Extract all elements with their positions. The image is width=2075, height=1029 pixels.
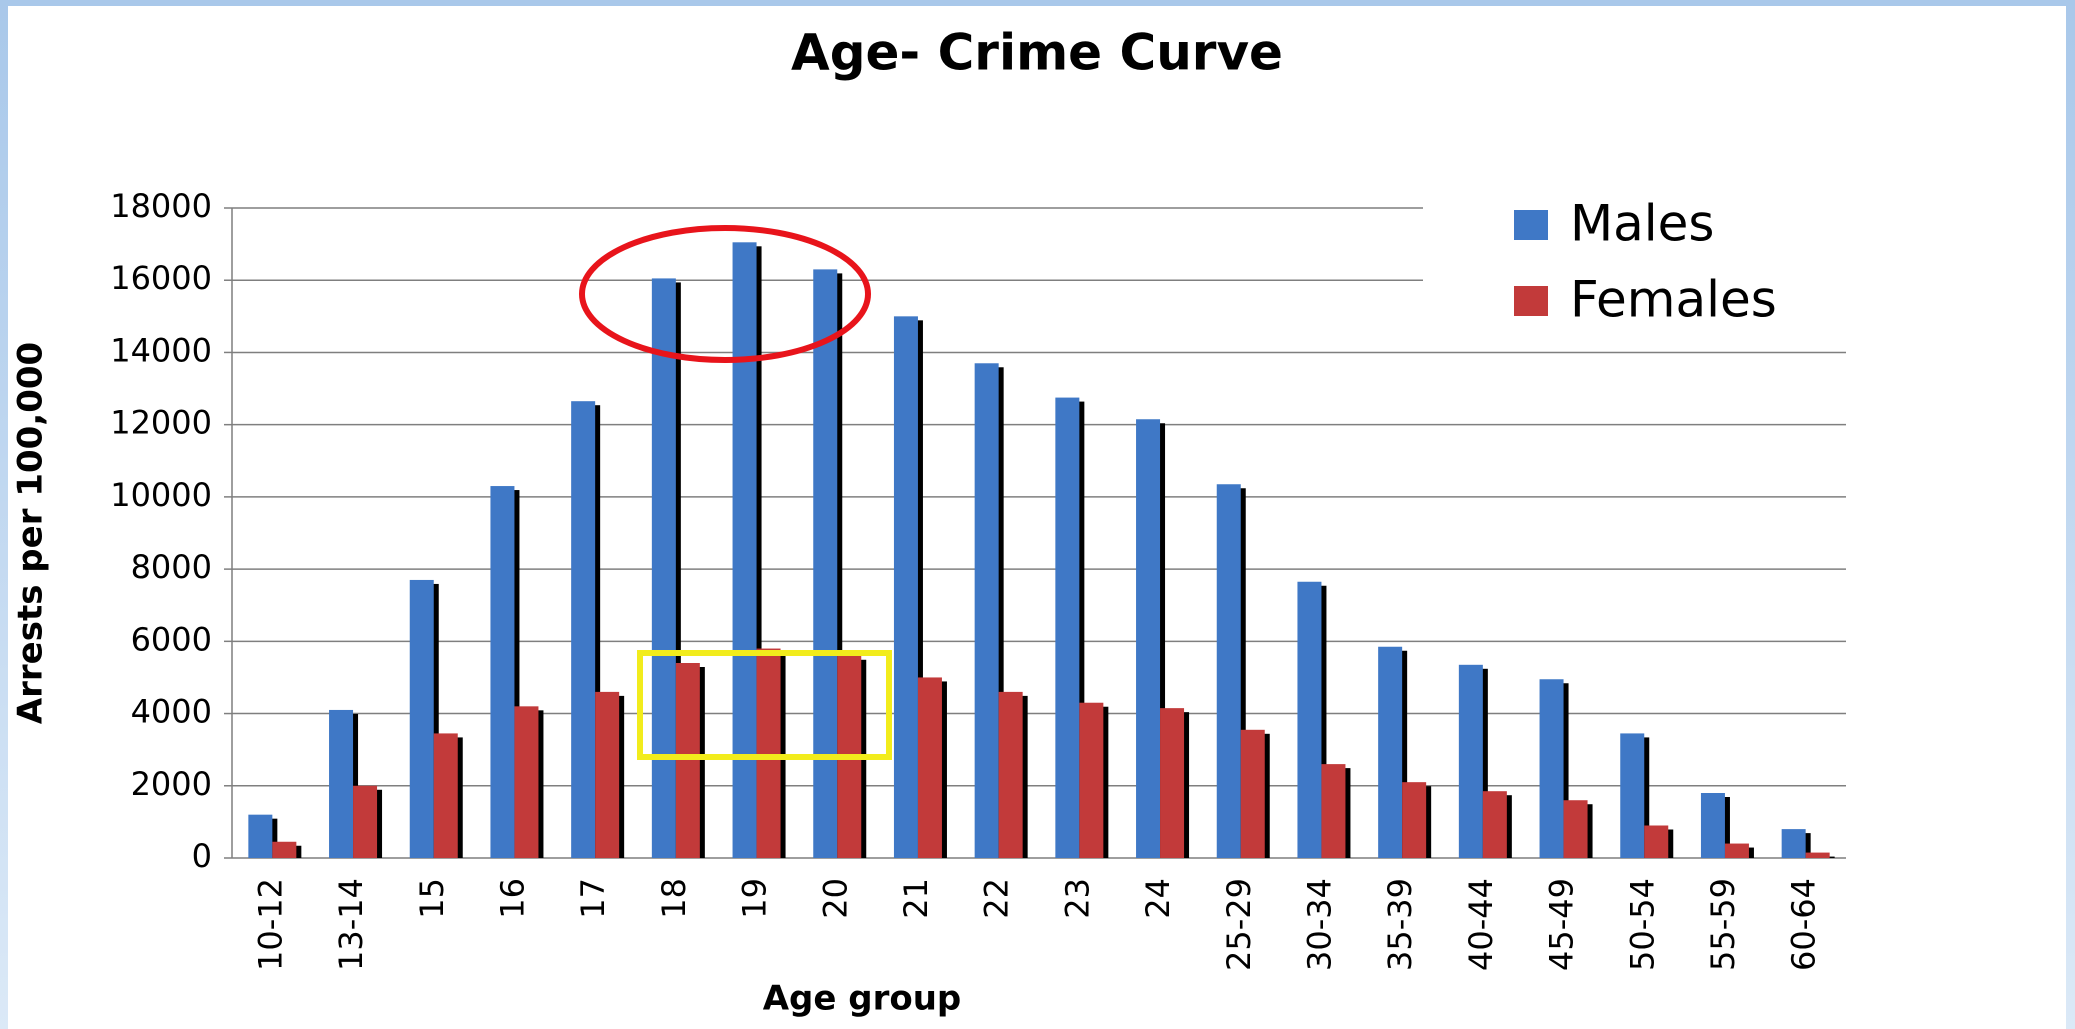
- legend-label: Females: [1570, 271, 1777, 329]
- bar: [1216, 484, 1241, 858]
- bar: [571, 401, 596, 858]
- y-tick-label: 10000: [110, 476, 212, 514]
- y-axis-label: Arrests per 100,000: [11, 342, 51, 724]
- bar: [1378, 646, 1403, 858]
- x-tick-label: 22: [978, 878, 1016, 919]
- bar: [893, 316, 918, 858]
- bar: [1724, 843, 1749, 858]
- legend-swatch: [1514, 286, 1548, 316]
- bar: [1539, 679, 1564, 858]
- x-tick-label: 10-12: [251, 878, 289, 971]
- y-tick-label: 0: [192, 837, 212, 875]
- plot-area: 0 2000 4000 6000 8000 10000 12000 14000 16000 180…: [110, 187, 1846, 971]
- chart-title: Age- Crime Curve: [791, 24, 1283, 82]
- legend-swatch: [1514, 210, 1548, 240]
- x-tick-label: 55-59: [1704, 878, 1742, 971]
- x-tick-label: 45-49: [1543, 878, 1581, 971]
- bar: [1240, 729, 1265, 858]
- bar: [1297, 581, 1322, 858]
- bar: [917, 677, 942, 858]
- x-tick-label: 17: [574, 878, 612, 919]
- bar: [1079, 702, 1104, 858]
- background: [8, 6, 2066, 1029]
- x-axis-label: Age group: [763, 979, 962, 1019]
- bar: [732, 242, 757, 859]
- bar: [1160, 708, 1185, 858]
- bar: [998, 691, 1023, 858]
- x-tick-label: 60-64: [1785, 878, 1823, 971]
- bar: [514, 706, 539, 858]
- x-tick-label: 18: [655, 878, 693, 919]
- bar: [1055, 397, 1080, 858]
- x-tick-label: 20: [816, 878, 854, 919]
- bar: [353, 785, 378, 858]
- x-tick-label: 15: [413, 878, 451, 919]
- bar: [433, 733, 458, 858]
- x-tick-label: 16: [493, 878, 531, 919]
- x-tick-label: 25-29: [1220, 878, 1258, 971]
- legend-background: [1423, 190, 1863, 340]
- y-tick-label: 16000: [110, 259, 212, 297]
- y-tick-label: 18000: [110, 187, 212, 225]
- y-tick-label: 12000: [110, 404, 212, 442]
- legend: Males Females: [1423, 190, 1863, 340]
- bar: [1321, 764, 1346, 858]
- bar: [1805, 852, 1830, 858]
- bar: [651, 278, 676, 859]
- y-tick-label: 8000: [131, 548, 212, 586]
- x-tick-label: 30-34: [1300, 878, 1338, 971]
- bar: [756, 648, 781, 858]
- highlight-box: [637, 650, 892, 760]
- bar: [1644, 825, 1669, 858]
- bar: [1781, 829, 1806, 858]
- bar: [1136, 419, 1161, 858]
- bar: [1620, 733, 1645, 858]
- y-tick-label: 2000: [131, 765, 212, 803]
- bar: [1482, 791, 1507, 858]
- x-tick-label: 23: [1058, 878, 1096, 919]
- x-tick-label: 40-44: [1462, 878, 1500, 971]
- x-tick-label: 35-39: [1381, 878, 1419, 971]
- y-tick-label: 4000: [131, 693, 212, 731]
- bar: [248, 814, 273, 858]
- bar: [1563, 800, 1588, 858]
- x-tick-label: 21: [897, 878, 935, 919]
- bar: [974, 363, 999, 858]
- bar: [1458, 664, 1483, 858]
- bar: [1700, 793, 1725, 858]
- y-tick-label: 14000: [110, 331, 212, 369]
- bar: [675, 663, 700, 858]
- x-tick-label: 13-14: [332, 878, 370, 971]
- x-tick-label: 50-54: [1623, 878, 1661, 971]
- y-tick-label: 6000: [131, 620, 212, 658]
- bar: [595, 691, 620, 858]
- highlight-ellipse: [579, 225, 871, 363]
- bar: [1402, 782, 1427, 858]
- x-tick-label: 19: [736, 878, 774, 919]
- bar: [490, 486, 515, 858]
- bar: [329, 709, 354, 858]
- bar: [813, 269, 838, 858]
- bar: [272, 841, 297, 858]
- bar: [409, 579, 434, 858]
- legend-label: Males: [1570, 195, 1714, 253]
- x-tick-label: 24: [1139, 878, 1177, 919]
